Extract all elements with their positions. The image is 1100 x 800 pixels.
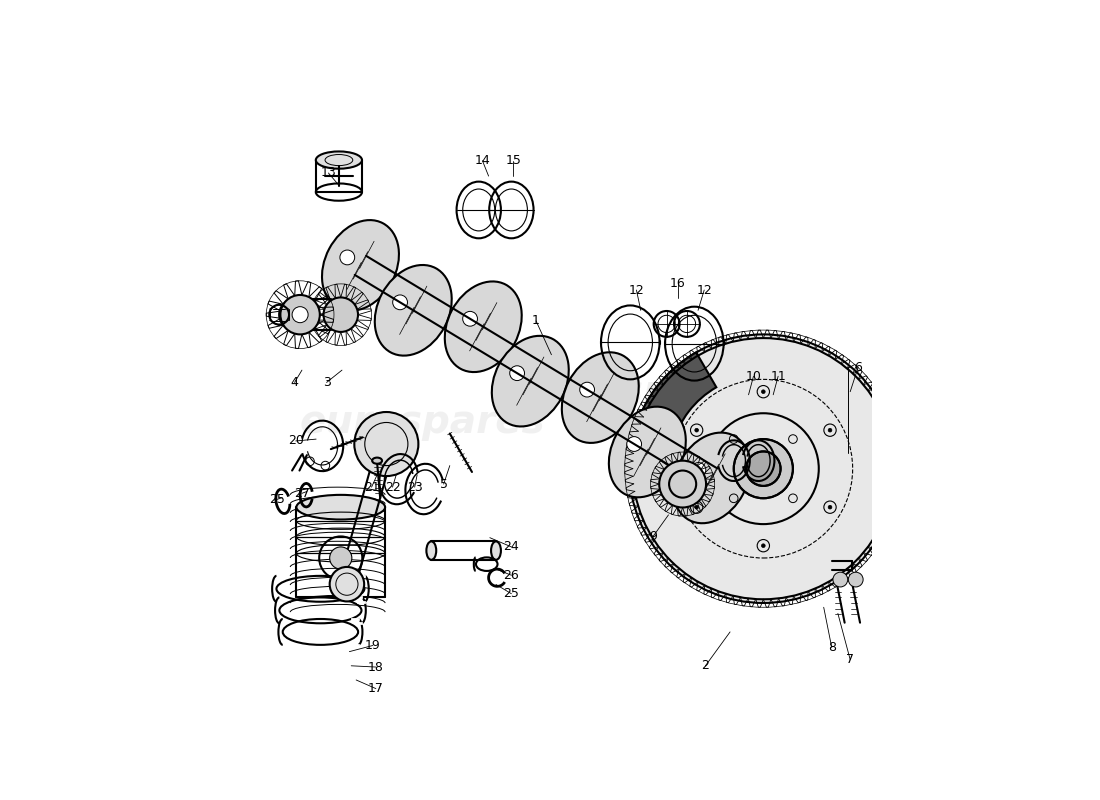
Ellipse shape [609,406,685,498]
Text: 1: 1 [532,314,540,327]
Text: 21: 21 [364,481,380,494]
Circle shape [828,428,832,432]
Text: 7: 7 [846,653,855,666]
Ellipse shape [372,458,382,464]
Circle shape [828,506,832,509]
Circle shape [695,506,698,509]
Circle shape [848,572,864,587]
Circle shape [734,439,793,498]
Text: 17: 17 [367,682,384,695]
Text: 10: 10 [746,370,761,382]
Text: 20: 20 [288,434,304,447]
Text: 12: 12 [696,283,712,297]
Text: 9: 9 [649,530,657,543]
Ellipse shape [444,282,521,372]
Circle shape [393,295,407,310]
Circle shape [280,295,320,334]
Circle shape [761,544,766,547]
Text: 3: 3 [322,376,330,389]
Text: eurospares: eurospares [299,403,544,442]
Text: eurospares: eurospares [521,373,767,410]
Text: 25: 25 [268,493,285,506]
Text: 15: 15 [505,154,521,167]
Circle shape [746,451,781,486]
Ellipse shape [492,336,569,426]
Text: 8: 8 [827,641,836,654]
Text: 26: 26 [504,569,519,582]
Text: 4: 4 [290,376,298,389]
Ellipse shape [562,352,639,443]
Circle shape [833,572,848,587]
Ellipse shape [296,495,385,519]
Text: 27: 27 [294,487,310,500]
Circle shape [323,298,358,332]
Text: 11: 11 [770,370,786,382]
Ellipse shape [375,265,452,356]
Text: 2: 2 [702,659,710,672]
Ellipse shape [491,542,501,560]
Text: 23: 23 [407,481,422,494]
Text: 22: 22 [385,481,400,494]
Text: 18: 18 [367,661,384,674]
Circle shape [695,428,698,432]
Circle shape [627,437,641,451]
Text: 19: 19 [365,639,381,652]
Circle shape [691,462,706,478]
Text: 13: 13 [320,166,337,179]
Circle shape [293,306,308,322]
Circle shape [330,567,364,602]
Text: 25: 25 [504,587,519,600]
Text: 12: 12 [628,283,645,297]
Wedge shape [634,352,716,444]
Text: 14: 14 [474,154,491,167]
Circle shape [463,311,477,326]
Circle shape [659,461,706,507]
Circle shape [354,412,418,476]
Circle shape [580,382,594,397]
Circle shape [509,366,525,381]
Ellipse shape [322,220,399,310]
Circle shape [340,250,354,265]
Text: 16: 16 [670,278,685,290]
Circle shape [761,390,766,394]
Ellipse shape [316,151,362,169]
Ellipse shape [427,542,437,560]
Text: 24: 24 [504,541,519,554]
Circle shape [330,547,352,569]
Text: 6: 6 [855,361,862,374]
Circle shape [629,334,898,603]
Ellipse shape [673,433,750,523]
Text: 5: 5 [440,478,448,490]
